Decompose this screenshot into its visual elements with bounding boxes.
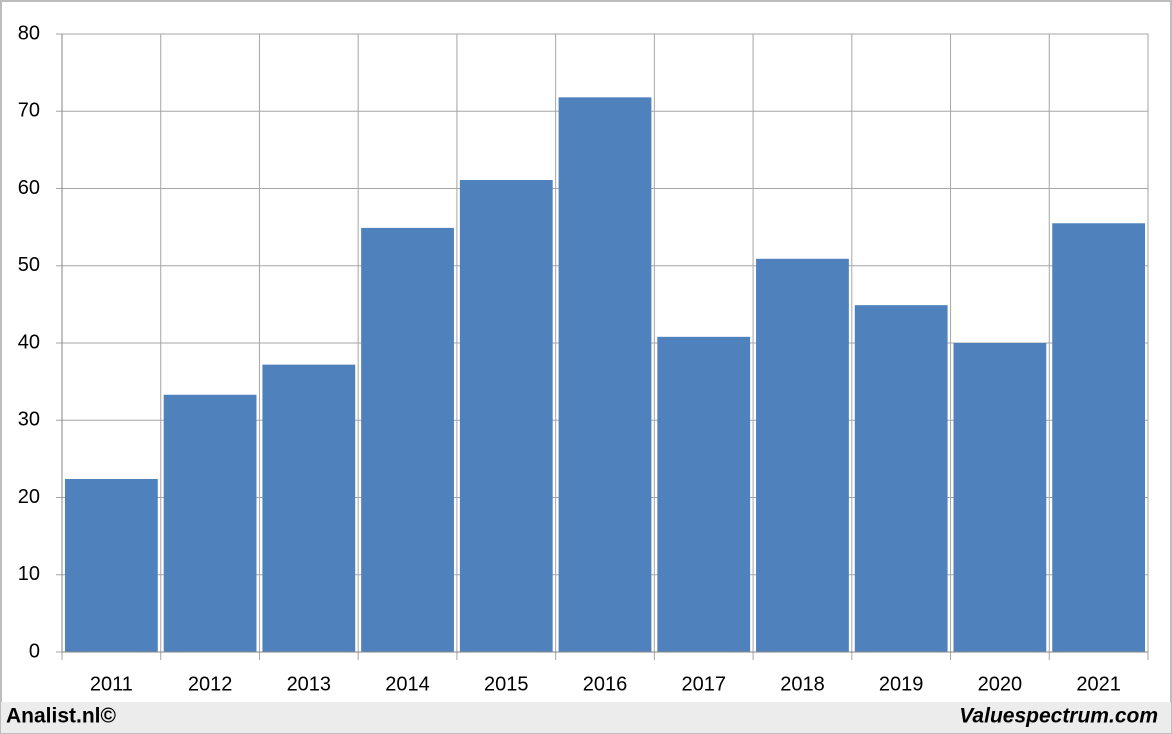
- y-tick-label: 30: [18, 409, 40, 431]
- y-tick-label: 50: [18, 254, 40, 276]
- y-tick-label: 80: [18, 22, 40, 44]
- y-tick-label: 0: [29, 640, 40, 662]
- y-tick-label: 10: [18, 563, 40, 585]
- x-tick-label: 2014: [385, 673, 430, 695]
- footer-band: [1, 702, 1171, 733]
- x-tick-label: 2015: [484, 673, 529, 695]
- bar: [163, 394, 257, 652]
- bar: [262, 364, 356, 652]
- bar: [361, 227, 454, 652]
- x-tick-label: 2018: [780, 673, 825, 695]
- x-tick-label: 2021: [1076, 673, 1121, 695]
- x-tick-label: 2011: [90, 673, 133, 695]
- footer-left: Analist.nl©: [6, 705, 117, 728]
- bar: [756, 258, 849, 652]
- bar: [657, 336, 751, 652]
- x-tick-label: 2012: [188, 673, 233, 695]
- y-tick-label: 70: [18, 100, 40, 122]
- x-tick-label: 2016: [583, 673, 628, 695]
- bar: [558, 97, 652, 653]
- y-tick-label: 20: [18, 486, 40, 508]
- y-tick-label: 40: [18, 331, 40, 353]
- bar: [64, 478, 158, 652]
- footer-right: Valuespectrum.com: [959, 705, 1158, 728]
- bar: [1052, 223, 1146, 652]
- bar: [953, 343, 1047, 652]
- bar: [459, 180, 553, 652]
- x-tick-label: 2013: [287, 673, 332, 695]
- y-tick-label: 60: [18, 177, 40, 199]
- x-tick-label: 2019: [879, 673, 924, 695]
- x-tick-label: 2017: [681, 673, 726, 695]
- x-tick-label: 2020: [978, 673, 1023, 695]
- bar: [854, 305, 948, 652]
